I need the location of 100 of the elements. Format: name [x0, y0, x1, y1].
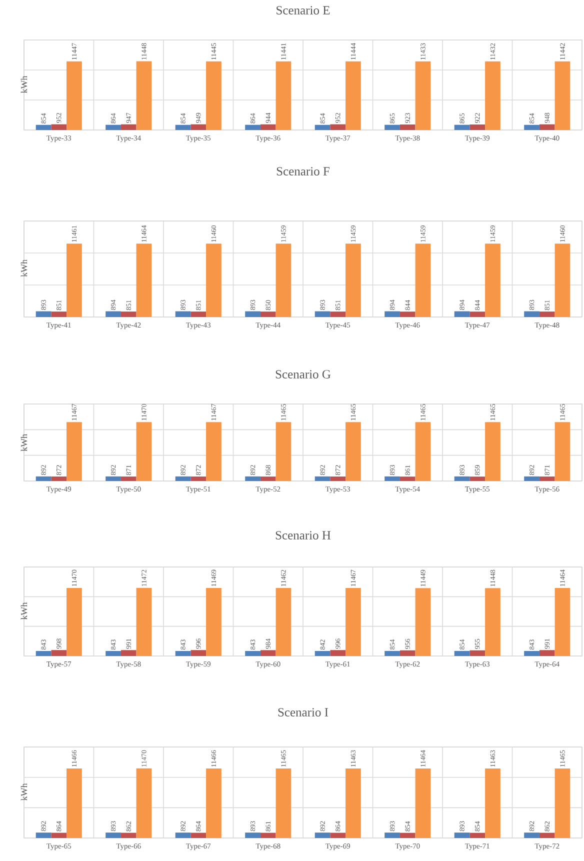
bar [36, 476, 52, 482]
bar [175, 124, 191, 130]
bar [175, 476, 191, 482]
bar [206, 61, 222, 130]
bar [106, 832, 121, 838]
bar [136, 768, 152, 838]
bar [454, 476, 470, 482]
bar [51, 832, 67, 838]
bar [384, 311, 400, 318]
bar [314, 651, 330, 656]
bar [330, 124, 346, 130]
bar [260, 650, 276, 656]
bar [206, 588, 222, 656]
bar [454, 311, 470, 318]
bar [454, 832, 470, 838]
bar [120, 124, 136, 130]
bar [485, 244, 500, 318]
bar [454, 124, 470, 130]
chart-title: Scenario F [276, 167, 330, 176]
bar [106, 124, 121, 130]
bar [120, 476, 136, 482]
bar [485, 588, 500, 656]
bar [346, 422, 361, 482]
bar [346, 768, 361, 838]
bar [120, 650, 136, 656]
bar [36, 311, 52, 318]
bar [175, 651, 191, 656]
bar [314, 311, 330, 318]
y-axis-title: kWh [20, 602, 28, 620]
bar [190, 650, 206, 656]
bar [260, 312, 276, 318]
bar [400, 832, 416, 838]
bar [136, 422, 152, 482]
bar [415, 244, 431, 318]
bar [245, 832, 260, 838]
chart-title: Scenario H [276, 531, 331, 540]
bar [245, 651, 260, 656]
bar [314, 476, 330, 482]
bar [415, 422, 431, 482]
bar [206, 422, 222, 482]
bar [330, 832, 346, 838]
bar [260, 124, 276, 130]
bar [175, 832, 191, 838]
bar [66, 422, 82, 482]
bar [346, 244, 361, 318]
bar [470, 124, 486, 130]
bar [66, 61, 82, 130]
bar [384, 832, 400, 838]
bar [36, 124, 52, 130]
bar [470, 312, 486, 318]
bar [485, 768, 500, 838]
bar [51, 124, 67, 130]
bar [400, 650, 416, 656]
bar [330, 476, 346, 482]
bar [36, 651, 52, 656]
bar [190, 476, 206, 482]
bar [400, 312, 416, 318]
y-axis-title: kWh [20, 76, 28, 94]
y-axis-title: kWh [20, 783, 28, 801]
bar [206, 244, 222, 318]
bar [539, 476, 555, 482]
bar [136, 244, 152, 318]
bar [554, 768, 570, 838]
bar [400, 124, 416, 130]
bar [524, 311, 540, 318]
bar [260, 476, 276, 482]
bar [190, 832, 206, 838]
bar [314, 124, 330, 130]
bar [454, 650, 470, 656]
bar [346, 588, 361, 656]
bar [276, 244, 292, 318]
bar [51, 312, 67, 318]
bar [120, 312, 136, 318]
bar [36, 832, 52, 838]
bar [470, 476, 486, 482]
bar [346, 61, 361, 130]
bar [470, 650, 486, 656]
bar [51, 476, 67, 482]
bar [524, 832, 540, 838]
bar [470, 832, 486, 838]
bar [524, 476, 540, 482]
bar [136, 61, 152, 130]
bar [66, 768, 82, 838]
bar [276, 422, 292, 482]
y-axis-title: kWh [20, 434, 28, 452]
bar [524, 124, 540, 130]
bar [384, 124, 400, 130]
bar [245, 311, 260, 318]
bar [136, 588, 152, 656]
bar [66, 588, 82, 656]
bar [415, 768, 431, 838]
bar [260, 832, 276, 838]
bar [554, 422, 570, 482]
bar [120, 832, 136, 838]
chart-title: Scenario I [278, 708, 328, 716]
bar [66, 244, 82, 318]
bar [539, 650, 555, 656]
bar [539, 832, 555, 838]
bar [415, 61, 431, 130]
chart-title: Scenario G [276, 370, 331, 378]
